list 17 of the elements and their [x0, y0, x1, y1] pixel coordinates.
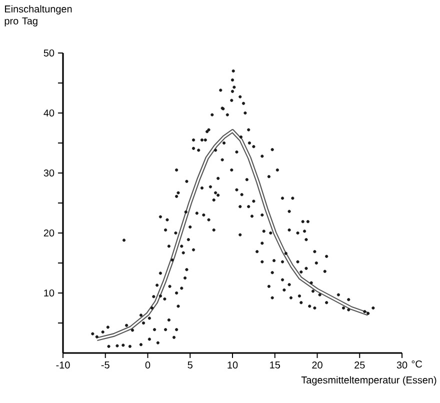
x-axis-title: Tagesmitteltemperatur (Essen)	[301, 376, 436, 386]
y-tick-label: 40	[44, 109, 54, 117]
x-tick-label: -10	[56, 362, 70, 369]
x-tick-label: 0	[145, 362, 150, 369]
y-tick-label: 20	[44, 229, 54, 237]
x-tick-label: -5	[101, 361, 110, 368]
y-axis-title: Einschaltungen pro Tag	[4, 5, 72, 26]
text: °C	[412, 360, 422, 368]
x-tick-label: 30	[396, 362, 408, 369]
y-tick-label: 10	[44, 289, 54, 297]
x-tick-label: 15	[270, 361, 280, 368]
y-tick-label: 30	[44, 169, 54, 177]
y-tick-label: 50	[44, 49, 54, 57]
x-tick-label: 5	[188, 361, 192, 368]
x-tick-label: 20	[312, 362, 322, 369]
x-tick-label: 25	[354, 362, 365, 369]
x-tick-label: 10	[228, 362, 238, 369]
